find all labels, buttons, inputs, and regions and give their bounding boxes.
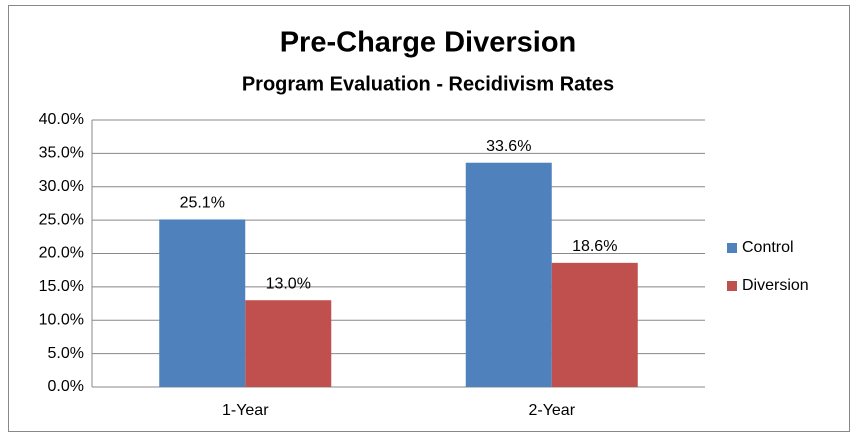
value-label: 13.0% bbox=[266, 275, 311, 292]
chart-border bbox=[8, 5, 850, 432]
chart-subtitle: Program Evaluation - Recidivism Rates bbox=[242, 73, 614, 95]
legend-swatch bbox=[727, 281, 737, 291]
y-tick-label: 10.0% bbox=[39, 311, 84, 328]
bar bbox=[465, 162, 552, 387]
bar bbox=[159, 219, 246, 387]
legend-label: Diversion bbox=[742, 277, 809, 294]
y-tick-label: 15.0% bbox=[39, 278, 84, 295]
legend-label: Control bbox=[742, 239, 794, 256]
y-tick-label: 35.0% bbox=[39, 145, 84, 162]
value-label: 33.6% bbox=[486, 138, 531, 155]
y-tick-label: 40.0% bbox=[39, 111, 84, 128]
bar bbox=[551, 262, 638, 387]
chart-title: Pre-Charge Diversion bbox=[280, 27, 577, 59]
x-tick-label: 2-Year bbox=[528, 402, 575, 419]
legend-swatch bbox=[727, 243, 737, 253]
x-tick-label: 1-Year bbox=[222, 402, 269, 419]
y-tick-label: 5.0% bbox=[48, 345, 84, 362]
y-tick-label: 20.0% bbox=[39, 245, 84, 262]
value-label: 25.1% bbox=[180, 195, 225, 212]
y-tick-label: 0.0% bbox=[48, 378, 84, 395]
y-tick-label: 25.0% bbox=[39, 211, 84, 228]
y-tick-label: 30.0% bbox=[39, 178, 84, 195]
bar bbox=[245, 300, 332, 387]
value-label: 18.6% bbox=[572, 238, 617, 255]
